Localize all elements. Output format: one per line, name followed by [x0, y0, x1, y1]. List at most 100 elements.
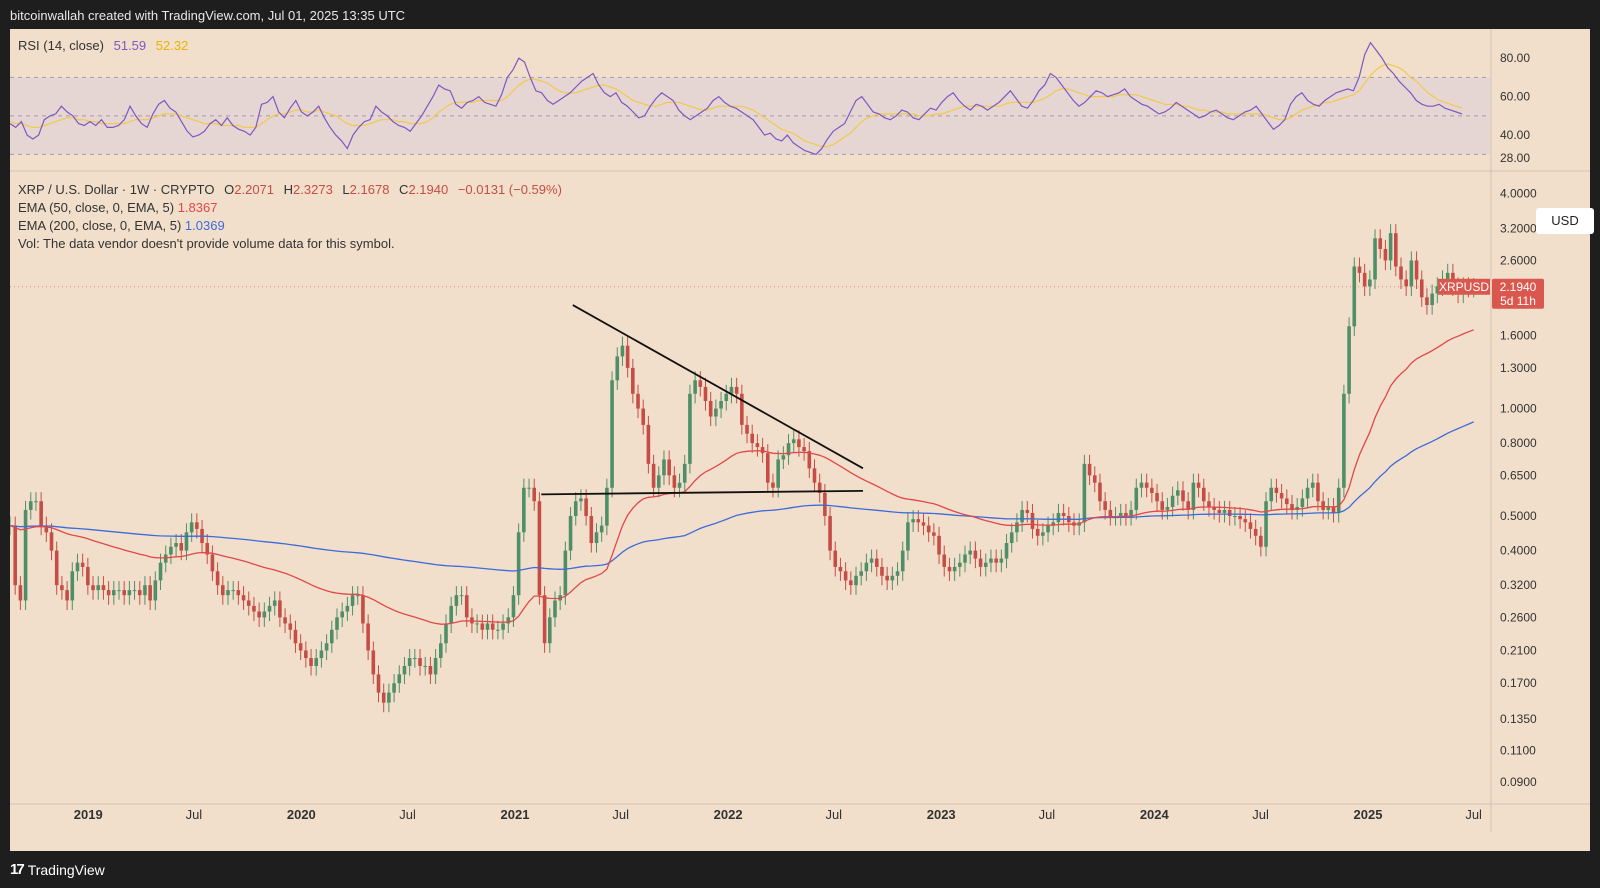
- candle-body: [885, 575, 889, 581]
- date-tick-2: 2020: [287, 807, 316, 822]
- candle-body: [1030, 512, 1035, 529]
- candle-body: [532, 487, 537, 502]
- date-tick-11: Jul: [1252, 807, 1269, 822]
- candle-body: [942, 554, 947, 567]
- candle-body: [823, 492, 827, 517]
- candle-body: [86, 566, 90, 586]
- ema200-line: [9, 421, 1474, 572]
- price-legend: XRP / U.S. Dollar · 1W · CRYPTO O2.2071 …: [18, 181, 562, 253]
- candle-body: [449, 605, 453, 624]
- candle-body: [101, 585, 106, 591]
- candle-body: [1222, 509, 1227, 513]
- candle-body: [849, 580, 853, 586]
- candle-body: [387, 692, 391, 703]
- price-tag-countdown: 5d 11h: [1500, 294, 1536, 308]
- candle-body: [319, 650, 324, 659]
- candle-body: [1357, 266, 1362, 273]
- candle-body: [501, 623, 505, 630]
- price-tick-2: 2.6000: [1500, 253, 1537, 267]
- date-tick-13: Jul: [1465, 807, 1482, 822]
- candle-body: [1409, 260, 1414, 287]
- candle-body: [693, 380, 697, 394]
- candle-body: [989, 558, 993, 563]
- candle-body: [864, 562, 869, 572]
- candle-body: [340, 611, 344, 618]
- candle-body: [605, 487, 609, 526]
- candle-body: [890, 575, 895, 581]
- candle-body: [174, 543, 178, 547]
- candle-body: [293, 629, 298, 644]
- chart-svg[interactable]: 80.00 60.00 40.00 28.00 4.0000 3.2000 2.6000 1.…: [8, 29, 1590, 851]
- candle-body: [1419, 279, 1424, 298]
- candle-body: [39, 501, 43, 526]
- candle-body: [573, 501, 578, 517]
- candle-body: [267, 605, 272, 612]
- tradingview-logo-icon: 17: [10, 861, 25, 878]
- candle-body: [698, 380, 703, 387]
- candle-body: [921, 522, 926, 526]
- candle-body: [96, 585, 101, 591]
- candle-body: [361, 595, 365, 624]
- candle-body: [257, 611, 261, 618]
- candle-body: [999, 558, 1004, 563]
- candle-body: [236, 590, 241, 596]
- candle-body: [527, 487, 531, 489]
- candle-body: [677, 482, 682, 488]
- candle-body: [760, 447, 765, 454]
- candle-body: [1352, 266, 1357, 327]
- price-tick-9: 0.4000: [1500, 544, 1537, 558]
- candle-body: [413, 658, 417, 660]
- candle-body: [1217, 509, 1222, 513]
- candle-body: [480, 623, 485, 630]
- candle-body: [1108, 509, 1113, 517]
- candle-body: [1118, 512, 1123, 517]
- candle-body: [80, 562, 85, 567]
- date-tick-12: 2025: [1354, 807, 1383, 822]
- candle-body: [371, 650, 376, 675]
- symbol-tag-label: XRPUSD: [1439, 280, 1489, 294]
- candle-body: [392, 683, 396, 693]
- candle-body: [184, 532, 189, 551]
- candle-body: [350, 595, 355, 606]
- price-tick-8: 0.5000: [1500, 509, 1537, 523]
- candle-body: [1103, 501, 1107, 510]
- date-tick-4: 2021: [501, 807, 530, 822]
- price-tick-12: 0.2100: [1500, 643, 1537, 657]
- tradingview-wordmark: TradingView: [27, 861, 105, 878]
- candle-body: [366, 623, 370, 651]
- candle-body: [433, 658, 438, 675]
- chart-area[interactable]: 80.00 60.00 40.00 28.00 4.0000 3.2000 2.6000 1.…: [8, 29, 1594, 851]
- candle-body: [1051, 522, 1056, 526]
- date-tick-6: 2022: [714, 807, 743, 822]
- currency-button[interactable]: USD: [1536, 208, 1594, 234]
- ohlc-close: C2.1940: [399, 182, 449, 197]
- candle-body: [1082, 463, 1087, 523]
- candle-body: [1368, 279, 1372, 287]
- candle-body: [23, 509, 28, 601]
- candle-body: [1445, 272, 1450, 280]
- candle-body: [740, 393, 744, 425]
- candle-body: [714, 408, 718, 417]
- candle-body: [1004, 543, 1009, 559]
- candle-body: [112, 590, 116, 596]
- ohlc-high: H2.3273: [283, 182, 333, 197]
- candle-body: [1259, 535, 1263, 547]
- ema200-value: 1.0369: [184, 218, 225, 233]
- candle-body: [1336, 487, 1341, 513]
- candle-body: [252, 605, 256, 612]
- candle-body: [1134, 487, 1139, 510]
- candle-body: [843, 571, 848, 581]
- candle-body: [49, 532, 54, 551]
- ema50-line: [9, 329, 1474, 625]
- candle-body: [983, 562, 988, 567]
- candle-body: [537, 501, 542, 596]
- candle-body: [506, 617, 511, 624]
- candle-body: [1290, 504, 1294, 510]
- candle-body: [1310, 482, 1315, 488]
- candle-body: [1087, 463, 1092, 476]
- candle-body: [641, 408, 646, 425]
- candle-body: [1207, 501, 1211, 507]
- price-tag-value: 2.1940: [1500, 280, 1537, 294]
- credit-text: bitcoinwallah created with TradingView.c…: [10, 8, 406, 23]
- candle-body: [791, 439, 796, 444]
